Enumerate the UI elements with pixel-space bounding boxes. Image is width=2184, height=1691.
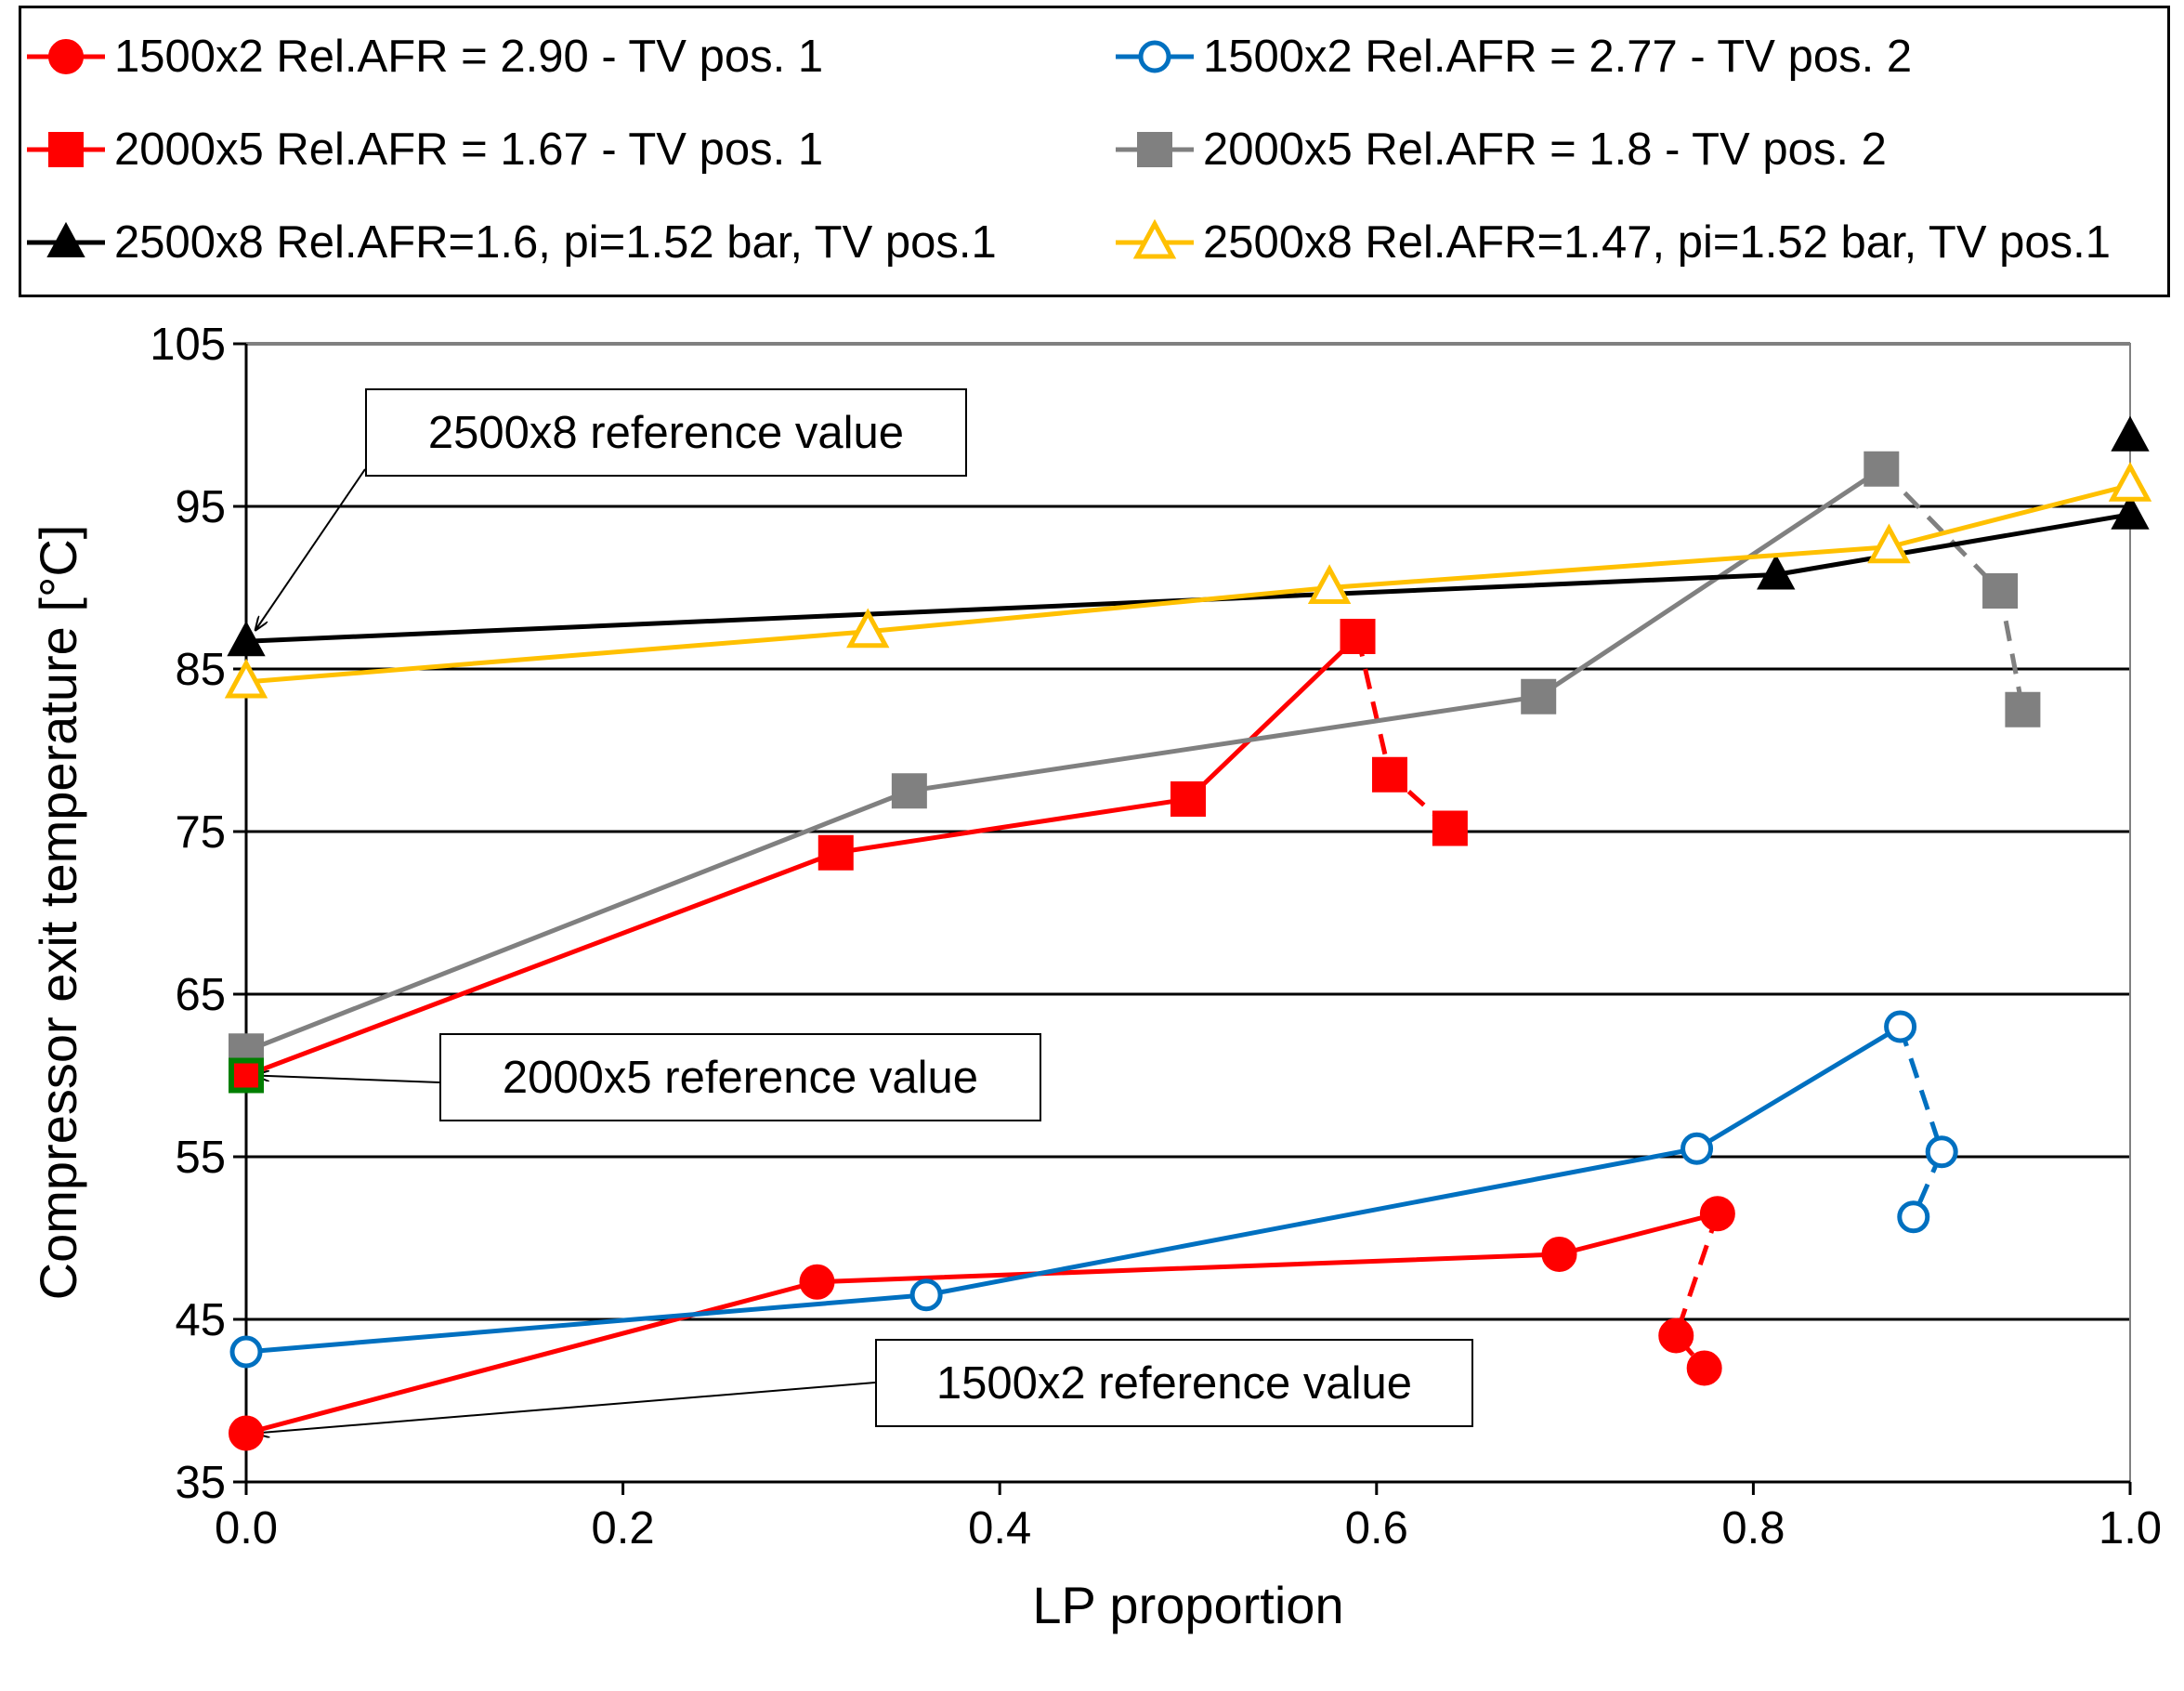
data-point	[2005, 691, 2041, 728]
data-point	[229, 1415, 264, 1451]
legend-item: 1500x2 Rel.AFR = 2.77 - TV pos. 2	[1112, 10, 1912, 103]
y-tick-label: 65	[175, 970, 226, 1020]
x-tick-label: 1.0	[2099, 1503, 2162, 1553]
data-point	[1982, 573, 2019, 609]
data-point	[1686, 1350, 1722, 1386]
data-point	[1681, 1132, 1714, 1165]
legend: 1500x2 Rel.AFR = 2.90 - TV pos. 1 1500x2 …	[19, 6, 2170, 297]
series-square	[229, 451, 2041, 1069]
legend-label: 2000x5 Rel.AFR = 1.8 - TV pos. 2	[1203, 125, 1887, 175]
y-tick-label: 85	[175, 645, 226, 695]
data-point	[909, 1278, 943, 1312]
series-circle	[229, 1196, 1735, 1451]
series-square	[229, 619, 1468, 1094]
legend-marker	[48, 132, 84, 167]
legend-marker	[48, 39, 84, 74]
legend-marker	[1138, 40, 1171, 73]
data-point	[799, 1264, 835, 1300]
annotation-2000x5-reference: 2000x5 reference value	[439, 1033, 1041, 1121]
series-triangle	[224, 462, 2152, 699]
legend-label: 2000x5 Rel.AFR = 1.67 - TV pos. 1	[114, 125, 824, 175]
data-point	[1897, 1200, 1930, 1234]
legend-marker	[1132, 218, 1177, 259]
legend-label: 1500x2 Rel.AFR = 2.90 - TV pos. 1	[114, 32, 824, 82]
legend-item: 2000x5 Rel.AFR = 1.67 - TV pos. 1	[23, 103, 823, 196]
data-point	[1307, 564, 1352, 604]
legend-item: 2500x8 Rel.AFR=1.6, pi=1.52 bar, TV pos.…	[23, 196, 997, 289]
data-point	[846, 608, 890, 649]
legend-swatch-icon	[1116, 40, 1194, 73]
data-point	[2108, 462, 2152, 502]
data-point	[2111, 493, 2150, 530]
series-dashed-line	[1898, 1026, 1944, 1218]
legend-item: 2500x8 Rel.AFR=1.47, pi=1.52 bar, TV pos…	[1112, 196, 2111, 289]
series-line	[245, 482, 2131, 685]
legend-swatch-icon	[27, 132, 105, 167]
y-tick-label: 45	[175, 1295, 226, 1345]
legend-swatch-icon	[1116, 132, 1194, 167]
legend-label: 2500x8 Rel.AFR=1.6, pi=1.52 bar, TV pos.…	[114, 217, 997, 268]
data-point	[1864, 451, 1900, 487]
y-axis-title: Compressor exit temperature [°C]	[29, 525, 87, 1301]
data-series	[224, 415, 2152, 1451]
series-line	[245, 512, 2131, 644]
data-point	[1757, 554, 1796, 590]
legend-label: 2500x8 Rel.AFR=1.47, pi=1.52 bar, TV pos…	[1203, 217, 2112, 268]
data-point	[1884, 1010, 1917, 1043]
legend-swatch-icon	[27, 39, 105, 74]
data-point	[1521, 678, 1557, 714]
annotation-arrow	[255, 1076, 440, 1083]
reference-value-marker	[229, 1057, 264, 1094]
x-tick-label: 0.2	[592, 1503, 655, 1553]
series-dashed-line	[1355, 636, 1452, 831]
x-tick-label: 0.4	[968, 1503, 1031, 1553]
legend-marker	[1137, 132, 1172, 167]
series-line	[245, 1211, 1719, 1435]
legend-swatch-icon	[1116, 218, 1194, 259]
data-point	[1371, 756, 1407, 793]
data-point	[1658, 1317, 1694, 1354]
x-tick-label: 0.6	[1345, 1503, 1408, 1553]
data-point	[891, 773, 927, 809]
legend-label: 1500x2 Rel.AFR = 2.77 - TV pos. 2	[1203, 32, 1913, 82]
annotation-2500x8-reference: 2500x8 reference value	[365, 388, 967, 477]
annotation-1500x2-reference: 1500x2 reference value	[875, 1339, 1473, 1427]
series-dashed-line	[1673, 1213, 1720, 1370]
annotation-arrows	[255, 468, 876, 1434]
y-tick-label: 55	[175, 1133, 226, 1183]
y-tick-label: 35	[175, 1458, 226, 1508]
series-triangle	[227, 415, 2150, 657]
axes: 35 45 55 65 75 85 95 105 0.0 0.2 0.4 0.6 0.8 1.0	[150, 320, 2162, 1553]
annotation-arrow	[255, 468, 366, 630]
data-point	[224, 658, 268, 699]
series-circle	[229, 1010, 1958, 1369]
x-axis-title: LP proportion	[1032, 1576, 1343, 1634]
data-point	[1170, 781, 1206, 817]
series-line	[245, 1024, 1902, 1355]
legend-item: 1500x2 Rel.AFR = 2.90 - TV pos. 1	[23, 10, 823, 103]
series-line	[245, 635, 1360, 1078]
legend-swatch-icon	[27, 221, 105, 257]
y-tick-label: 105	[150, 320, 226, 370]
legend-item: 2000x5 Rel.AFR = 1.8 - TV pos. 2	[1112, 103, 1887, 196]
y-tick-label: 75	[175, 807, 226, 858]
legend-marker	[46, 221, 85, 257]
x-tick-label: 0.8	[1721, 1503, 1785, 1553]
series-line	[245, 466, 1883, 1054]
data-point	[229, 1335, 263, 1369]
data-point	[1925, 1135, 1958, 1169]
annotation-arrow	[255, 1382, 876, 1434]
data-point	[1340, 619, 1376, 654]
data-point	[227, 621, 266, 657]
data-point	[1432, 810, 1468, 846]
y-tick-label: 95	[175, 482, 226, 532]
data-point	[2111, 415, 2150, 452]
data-point	[1867, 523, 1911, 564]
data-point	[817, 834, 854, 871]
x-tick-label: 0.0	[215, 1503, 278, 1553]
data-point	[1699, 1196, 1735, 1232]
data-point	[1541, 1237, 1577, 1272]
plot-area-frame	[245, 343, 2131, 1483]
